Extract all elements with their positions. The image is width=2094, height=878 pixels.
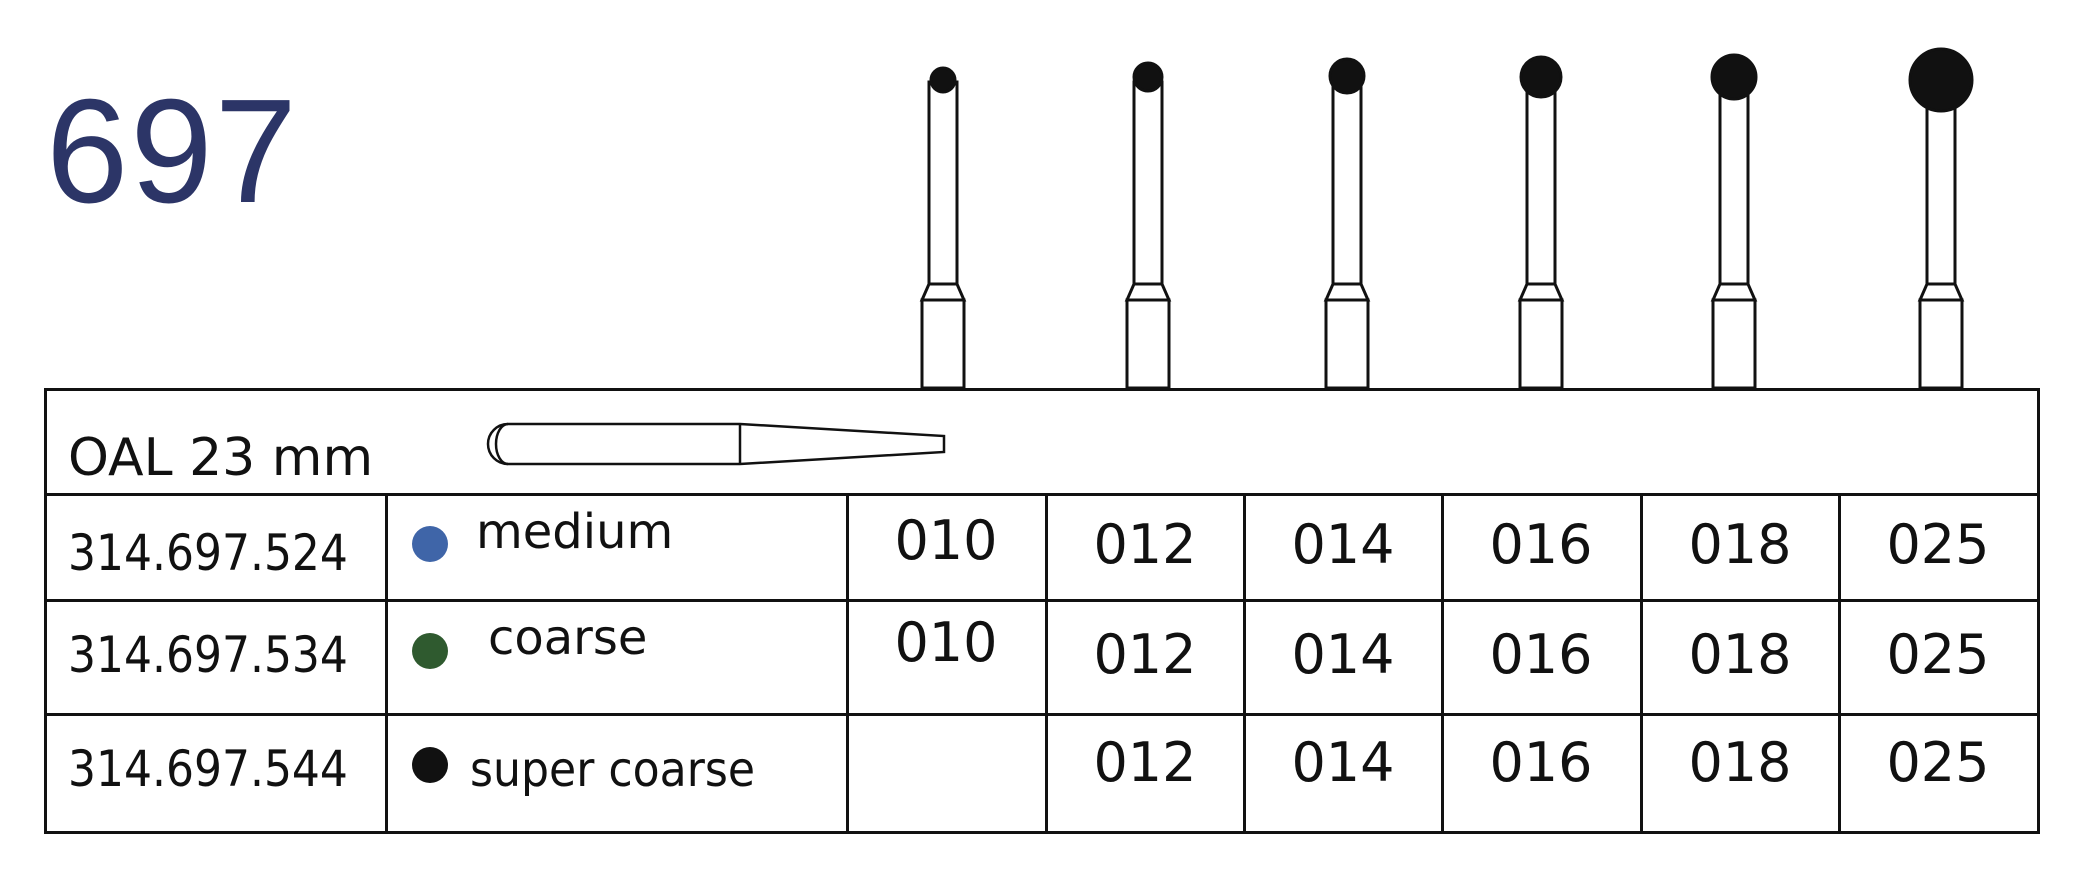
- bur-012-icon: [1124, 61, 1172, 390]
- bur-018-icon: [1710, 53, 1758, 390]
- bur-016-icon: [1517, 55, 1565, 390]
- table-divider: [44, 599, 2040, 602]
- size-cell: 010: [894, 509, 998, 572]
- size-cell: 016: [1489, 731, 1593, 794]
- table-divider: [44, 713, 2040, 716]
- size-cell: 010: [894, 611, 998, 674]
- grit-coarse-dot: [412, 633, 448, 669]
- product-code: 697: [46, 69, 299, 234]
- shank-outline-icon: [486, 422, 946, 466]
- article-number: 314.697.534: [68, 626, 348, 684]
- table-divider: [44, 493, 2040, 496]
- table-divider: [385, 493, 388, 834]
- grit-super-coarse-dot: [412, 747, 448, 783]
- size-cell: 018: [1688, 513, 1792, 576]
- grit-label: medium: [476, 504, 674, 560]
- size-cell: 014: [1291, 731, 1395, 794]
- size-cell: 025: [1886, 731, 1990, 794]
- size-cell: 012: [1093, 623, 1197, 686]
- bur-010-icon: [919, 66, 967, 390]
- table-divider: [1045, 493, 1048, 834]
- oal-label: OAL 23 mm: [68, 428, 374, 488]
- size-cell: 012: [1093, 731, 1197, 794]
- size-cell: 018: [1688, 623, 1792, 686]
- grit-medium-dot: [412, 526, 448, 562]
- size-cell: 014: [1291, 623, 1395, 686]
- size-cell: 012: [1093, 513, 1197, 576]
- table-divider: [1838, 493, 1841, 834]
- size-cell: 018: [1688, 731, 1792, 794]
- size-cell: 025: [1886, 513, 1990, 576]
- bur-014-icon: [1323, 57, 1371, 390]
- grit-label: coarse: [488, 610, 648, 666]
- table-divider: [1243, 493, 1246, 834]
- size-cell: 025: [1886, 623, 1990, 686]
- table-divider: [1441, 493, 1444, 834]
- product-table: [44, 388, 2040, 834]
- article-number: 314.697.524: [68, 524, 348, 582]
- bur-025-icon: [1908, 47, 1974, 390]
- grit-label: super coarse: [470, 742, 756, 798]
- size-cell: 014: [1291, 513, 1395, 576]
- table-divider: [1640, 493, 1643, 834]
- size-cell: 016: [1489, 623, 1593, 686]
- size-cell: 016: [1489, 513, 1593, 576]
- table-divider: [846, 493, 849, 834]
- article-number: 314.697.544: [68, 740, 348, 798]
